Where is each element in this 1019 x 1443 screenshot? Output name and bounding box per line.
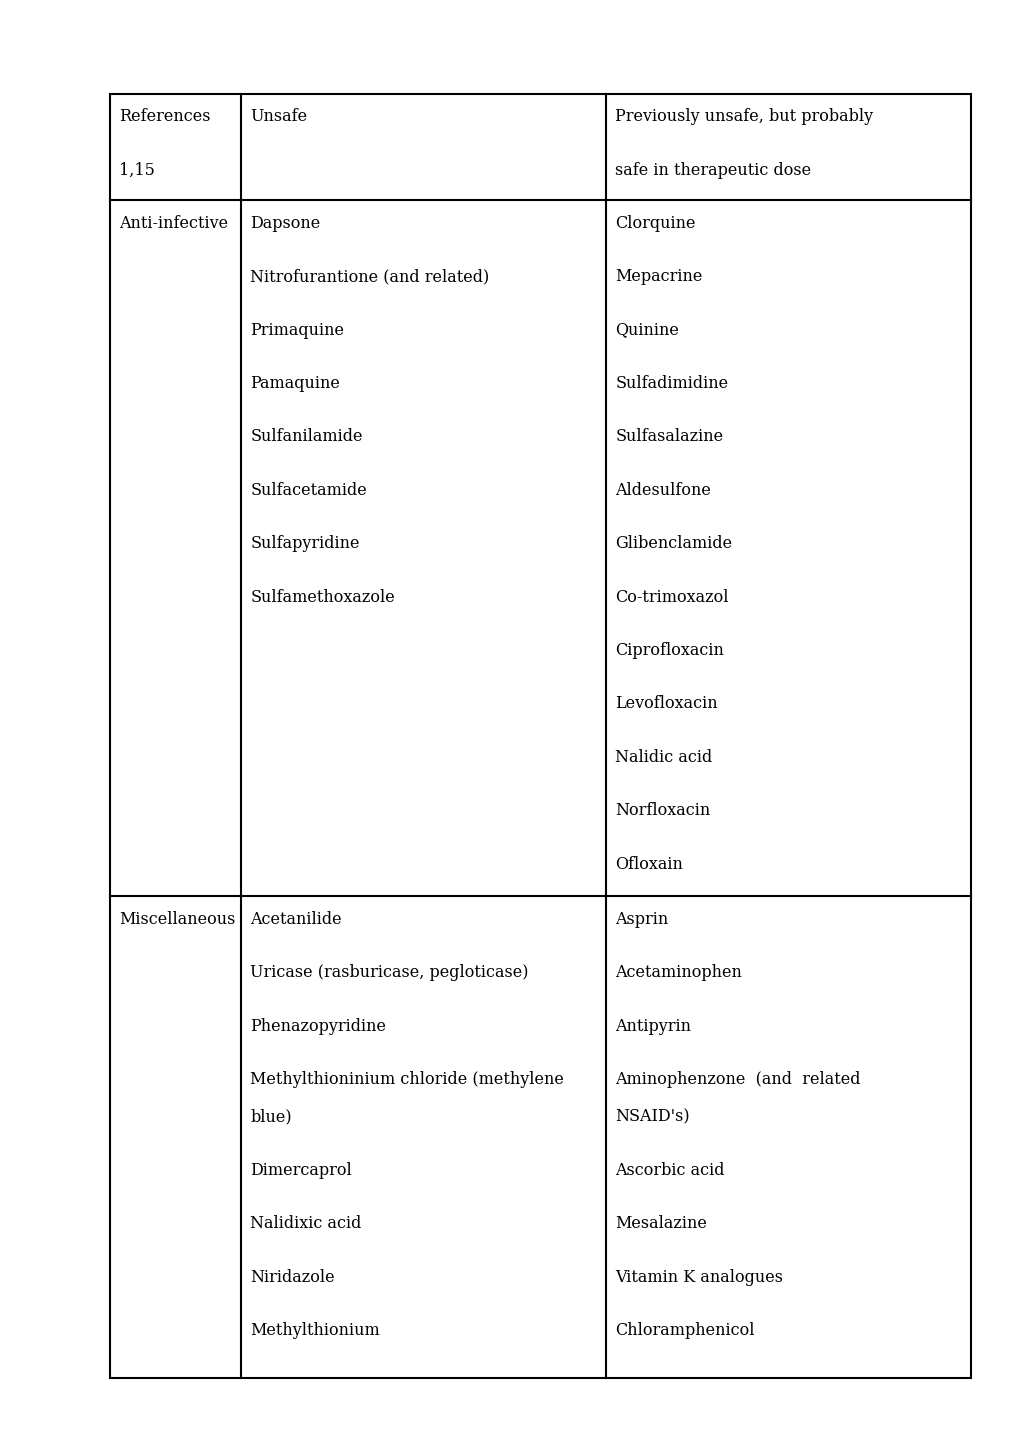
Text: Nalidixic acid: Nalidixic acid bbox=[250, 1215, 361, 1232]
Text: Uricase (rasburicase, pegloticase): Uricase (rasburicase, pegloticase) bbox=[250, 964, 528, 981]
Text: Pamaquine: Pamaquine bbox=[250, 375, 339, 392]
Text: blue): blue) bbox=[250, 1108, 291, 1126]
Text: Levofloxacin: Levofloxacin bbox=[614, 696, 717, 713]
Text: Methylthionium: Methylthionium bbox=[250, 1322, 379, 1339]
Text: Methylthioninium chloride (methylene: Methylthioninium chloride (methylene bbox=[250, 1071, 564, 1088]
Text: Anti-infective: Anti-infective bbox=[119, 215, 228, 232]
Text: Antipyrin: Antipyrin bbox=[614, 1017, 691, 1035]
Text: Sulfasalazine: Sulfasalazine bbox=[614, 429, 722, 446]
Text: NSAID's): NSAID's) bbox=[614, 1108, 689, 1126]
Text: Sulfamethoxazole: Sulfamethoxazole bbox=[250, 589, 394, 606]
Text: Clorquine: Clorquine bbox=[614, 215, 695, 232]
Text: Sulfanilamide: Sulfanilamide bbox=[250, 429, 363, 446]
Text: Acetaminophen: Acetaminophen bbox=[614, 964, 742, 981]
Text: Phenazopyridine: Phenazopyridine bbox=[250, 1017, 386, 1035]
Text: Ascorbic acid: Ascorbic acid bbox=[614, 1162, 723, 1179]
Text: Quinine: Quinine bbox=[614, 322, 679, 339]
Text: Vitamin K analogues: Vitamin K analogues bbox=[614, 1268, 783, 1286]
Text: Ciprofloxacin: Ciprofloxacin bbox=[614, 642, 723, 659]
Text: Sulfadimidine: Sulfadimidine bbox=[614, 375, 728, 392]
Text: Nitrofurantione (and related): Nitrofurantione (and related) bbox=[250, 268, 489, 286]
Text: Previously unsafe, but probably: Previously unsafe, but probably bbox=[614, 108, 872, 126]
Text: Glibenclamide: Glibenclamide bbox=[614, 535, 732, 553]
Text: Aldesulfone: Aldesulfone bbox=[614, 482, 710, 499]
Text: Dimercaprol: Dimercaprol bbox=[250, 1162, 352, 1179]
Bar bbox=[110, 94, 970, 1378]
Text: Co-trimoxazol: Co-trimoxazol bbox=[614, 589, 728, 606]
Text: Nalidic acid: Nalidic acid bbox=[614, 749, 711, 766]
Text: Primaquine: Primaquine bbox=[250, 322, 343, 339]
Text: Chloramphenicol: Chloramphenicol bbox=[614, 1322, 754, 1339]
Text: Norfloxacin: Norfloxacin bbox=[614, 802, 710, 820]
Text: References: References bbox=[119, 108, 211, 126]
Text: 1,15: 1,15 bbox=[119, 162, 155, 179]
Text: Aminophenzone  (and  related: Aminophenzone (and related bbox=[614, 1071, 860, 1088]
Text: Sulfapyridine: Sulfapyridine bbox=[250, 535, 360, 553]
Text: Dapsone: Dapsone bbox=[250, 215, 320, 232]
Text: Sulfacetamide: Sulfacetamide bbox=[250, 482, 367, 499]
Text: Ofloxain: Ofloxain bbox=[614, 856, 683, 873]
Text: Acetanilide: Acetanilide bbox=[250, 911, 341, 928]
Text: Niridazole: Niridazole bbox=[250, 1268, 334, 1286]
Text: Miscellaneous: Miscellaneous bbox=[119, 911, 235, 928]
Text: safe in therapeutic dose: safe in therapeutic dose bbox=[614, 162, 810, 179]
Text: Mesalazine: Mesalazine bbox=[614, 1215, 706, 1232]
Text: Asprin: Asprin bbox=[614, 911, 667, 928]
Text: Unsafe: Unsafe bbox=[250, 108, 307, 126]
Text: Mepacrine: Mepacrine bbox=[614, 268, 702, 286]
